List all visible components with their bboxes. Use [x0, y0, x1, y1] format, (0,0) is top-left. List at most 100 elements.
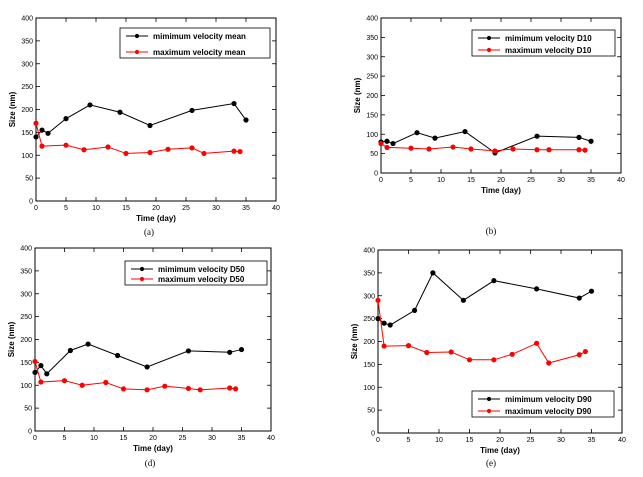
data-point [162, 383, 168, 389]
series-line [35, 123, 241, 154]
data-point [384, 138, 390, 144]
x-tick-label: 0 [379, 177, 383, 184]
data-point [450, 144, 456, 150]
x-tick-label: 35 [588, 437, 596, 444]
y-tick-label: 300 [20, 291, 32, 298]
data-point [432, 135, 438, 141]
data-point [387, 322, 393, 328]
data-point [381, 343, 387, 349]
data-point [44, 371, 50, 377]
data-point [414, 130, 420, 136]
data-point [147, 149, 153, 156]
legend: mimimum velocity mean maximum velocity me… [119, 27, 271, 59]
data-point [63, 142, 69, 148]
chart-panel: 0 50 100 150 200 250 300 350 400 0 5 10 15 20 25 30 35 40… [350, 248, 626, 469]
x-tick-label: 10 [435, 437, 443, 444]
y-tick-label: 200 [20, 337, 32, 344]
data-point [87, 102, 93, 108]
data-point [237, 148, 243, 155]
y-axis-label: Size (nm) [8, 91, 17, 127]
x-tick-label: 20 [149, 435, 157, 442]
x-tick-label: 5 [63, 435, 67, 442]
x-axis-label: Time (day) [133, 444, 173, 453]
y-tick-label: 200 [366, 93, 378, 100]
y-tick-label: 350 [363, 270, 375, 277]
data-point [534, 286, 540, 292]
data-point [424, 349, 430, 356]
data-point [460, 297, 466, 303]
data-point [144, 364, 150, 370]
legend-label: maximum velocity D10 [505, 46, 592, 55]
data-point [412, 307, 418, 313]
y-tick-label: 0 [374, 171, 378, 178]
series-line [377, 300, 586, 364]
data-point [185, 385, 191, 392]
data-point [588, 288, 595, 294]
y-axis-label: Size (nm) [350, 323, 359, 359]
x-tick-label: 10 [90, 435, 98, 442]
x-tick-label: 0 [376, 437, 380, 444]
data-point [534, 340, 540, 346]
data-point [582, 348, 589, 355]
legend-swatch-marker [134, 49, 140, 55]
y-tick-label: 250 [21, 84, 33, 91]
data-point [238, 346, 245, 353]
data-point [405, 343, 412, 349]
y-tick-label: 50 [367, 408, 375, 415]
data-point [430, 270, 436, 276]
data-point [233, 386, 239, 392]
data-point [227, 349, 233, 355]
data-point [468, 146, 474, 152]
data-point [147, 122, 153, 129]
data-point [588, 138, 594, 144]
data-point [491, 278, 497, 284]
y-tick-label: 50 [24, 406, 32, 413]
panel-caption: (d) [145, 458, 156, 468]
y-tick-label: 400 [20, 246, 32, 253]
data-point [201, 150, 207, 157]
y-tick-label: 200 [21, 107, 33, 114]
legend-swatch-marker [139, 266, 145, 272]
x-axis-label: Time (day) [480, 446, 520, 455]
y-tick-label: 300 [366, 54, 378, 61]
y-axis-label: Size (nm) [7, 321, 16, 357]
data-point [165, 146, 171, 152]
legend-swatch-marker [486, 408, 492, 414]
x-tick-label: 5 [64, 205, 68, 212]
data-point [426, 146, 432, 152]
series-line [377, 272, 592, 326]
data-point [103, 379, 109, 386]
x-tick-label: 0 [34, 205, 38, 212]
x-tick-label: 30 [557, 177, 565, 184]
y-tick-label: 100 [21, 153, 33, 160]
data-point [32, 369, 38, 376]
y-tick-label: 400 [21, 16, 33, 23]
data-point [85, 341, 91, 347]
x-tick-label: 35 [242, 205, 250, 212]
y-tick-label: 400 [363, 248, 375, 255]
x-tick-label: 20 [497, 177, 505, 184]
data-point [227, 385, 233, 391]
data-point [39, 127, 45, 133]
data-point [38, 362, 44, 369]
series-line [34, 361, 236, 391]
y-tick-label: 50 [370, 151, 378, 158]
data-point [408, 145, 414, 151]
x-tick-label: 35 [238, 435, 246, 442]
legend-swatch-marker [486, 47, 492, 53]
legend-label: mimimum velocity D90 [505, 395, 592, 404]
data-point [576, 295, 582, 301]
panel-caption: (b) [486, 226, 497, 236]
x-tick-label: 30 [208, 435, 216, 442]
data-point [81, 147, 87, 153]
x-tick-label: 30 [557, 437, 565, 444]
x-tick-label: 40 [618, 437, 626, 444]
data-point [189, 145, 195, 151]
data-point [79, 382, 85, 388]
data-point [105, 144, 111, 150]
data-point [510, 146, 516, 152]
data-point [63, 116, 69, 122]
data-point [115, 352, 121, 359]
